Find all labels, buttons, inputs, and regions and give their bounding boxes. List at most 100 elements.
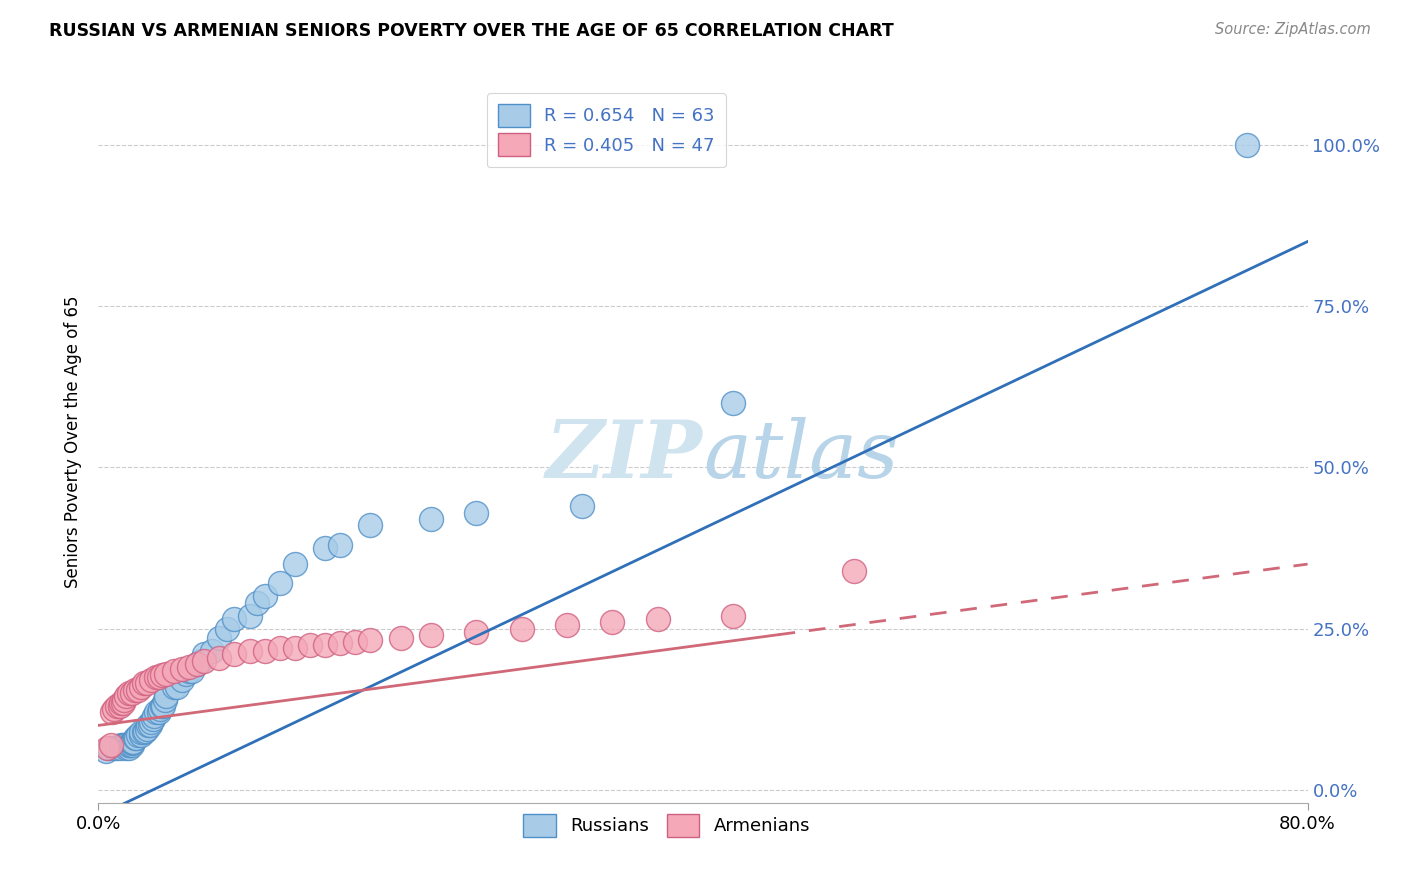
- Point: [389, 632, 412, 646]
- Point: [141, 673, 163, 688]
- Point: [135, 722, 157, 736]
- Point: [166, 680, 188, 694]
- Point: [110, 696, 132, 710]
- Point: [127, 682, 149, 697]
- Point: [224, 612, 246, 626]
- Point: [105, 741, 128, 756]
- Point: [142, 712, 165, 726]
- Point: [253, 644, 276, 658]
- Point: [420, 512, 443, 526]
- Point: [465, 624, 488, 639]
- Point: [150, 668, 173, 682]
- Point: [170, 673, 193, 688]
- Point: [118, 741, 141, 756]
- Point: [239, 644, 262, 658]
- Point: [110, 741, 132, 756]
- Text: atlas: atlas: [703, 417, 898, 495]
- Point: [465, 506, 488, 520]
- Point: [284, 640, 307, 655]
- Text: RUSSIAN VS ARMENIAN SENIORS POVERTY OVER THE AGE OF 65 CORRELATION CHART: RUSSIAN VS ARMENIAN SENIORS POVERTY OVER…: [49, 22, 894, 40]
- Point: [284, 557, 307, 571]
- Point: [360, 518, 382, 533]
- Point: [114, 738, 136, 752]
- Point: [723, 396, 745, 410]
- Point: [118, 738, 141, 752]
- Point: [145, 706, 167, 720]
- Point: [179, 660, 201, 674]
- Point: [181, 664, 204, 678]
- Point: [121, 686, 143, 700]
- Point: [190, 654, 212, 668]
- Point: [253, 590, 276, 604]
- Point: [129, 728, 152, 742]
- Point: [101, 706, 124, 720]
- Point: [179, 664, 201, 678]
- Point: [121, 734, 143, 748]
- Point: [132, 724, 155, 739]
- Point: [150, 699, 173, 714]
- Point: [105, 699, 128, 714]
- Point: [114, 741, 136, 756]
- Point: [571, 499, 593, 513]
- Point: [163, 680, 186, 694]
- Point: [124, 731, 146, 746]
- Point: [143, 708, 166, 723]
- Point: [155, 666, 177, 681]
- Point: [148, 706, 170, 720]
- Point: [112, 738, 135, 752]
- Point: [152, 699, 174, 714]
- Y-axis label: Seniors Poverty Over the Age of 65: Seniors Poverty Over the Age of 65: [65, 295, 83, 588]
- Point: [239, 608, 262, 623]
- Point: [96, 741, 118, 756]
- Point: [149, 702, 172, 716]
- Point: [1236, 137, 1258, 152]
- Point: [120, 738, 142, 752]
- Point: [510, 622, 533, 636]
- Point: [103, 741, 125, 756]
- Point: [155, 690, 177, 704]
- Point: [141, 715, 163, 730]
- Point: [129, 680, 152, 694]
- Point: [269, 640, 291, 655]
- Point: [114, 690, 136, 704]
- Point: [103, 702, 125, 716]
- Point: [193, 648, 215, 662]
- Point: [132, 676, 155, 690]
- Point: [139, 718, 162, 732]
- Point: [125, 731, 148, 746]
- Point: [111, 696, 134, 710]
- Point: [208, 632, 231, 646]
- Point: [201, 644, 224, 658]
- Point: [135, 676, 157, 690]
- Point: [121, 738, 143, 752]
- Point: [122, 734, 145, 748]
- Point: [127, 728, 149, 742]
- Point: [186, 657, 208, 672]
- Legend: Russians, Armenians: Russians, Armenians: [512, 803, 821, 848]
- Point: [110, 738, 132, 752]
- Point: [299, 638, 322, 652]
- Point: [555, 618, 578, 632]
- Point: [224, 648, 246, 662]
- Point: [246, 596, 269, 610]
- Point: [420, 628, 443, 642]
- Point: [153, 692, 176, 706]
- Point: [329, 538, 352, 552]
- Point: [112, 692, 135, 706]
- Point: [314, 638, 336, 652]
- Point: [118, 686, 141, 700]
- Text: ZIP: ZIP: [546, 417, 703, 495]
- Point: [723, 608, 745, 623]
- Point: [208, 650, 231, 665]
- Point: [163, 664, 186, 678]
- Point: [602, 615, 624, 630]
- Point: [170, 662, 193, 676]
- Point: [329, 636, 352, 650]
- Point: [269, 576, 291, 591]
- Point: [111, 738, 134, 752]
- Point: [94, 744, 117, 758]
- Point: [174, 666, 197, 681]
- Point: [129, 724, 152, 739]
- Point: [647, 612, 669, 626]
- Point: [124, 682, 146, 697]
